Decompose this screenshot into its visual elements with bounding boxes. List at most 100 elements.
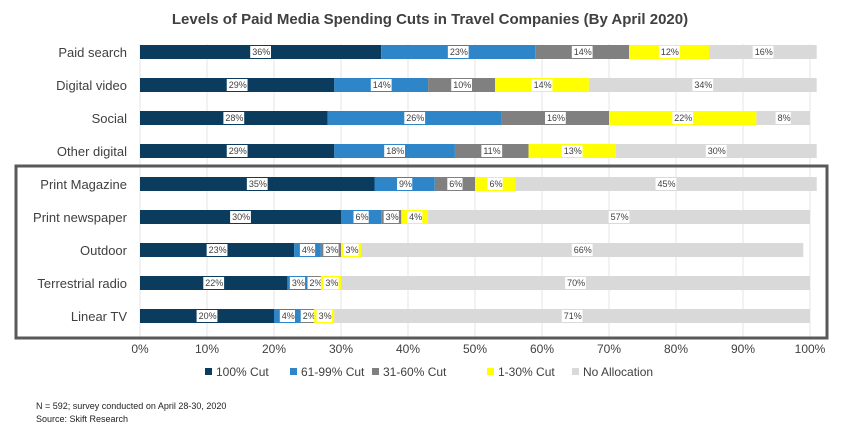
legend-label-no-allocation: No Allocation (583, 365, 653, 379)
bars: 36% 23% 14% 12% 16% 29% 14% 10% 14% 34% 28% 26% 16% 2… (140, 45, 817, 323)
data-label-61-99-cut-print-magazine: 9% (399, 179, 412, 189)
legend-swatch-31-60-cut (372, 368, 379, 375)
data-label-31-60-cut-social: 16% (547, 113, 565, 123)
data-label-bg (384, 145, 405, 157)
legend-label-31-60-cut: 31-60% Cut (383, 365, 447, 379)
data-label-bg (223, 112, 245, 124)
data-label-bg (545, 112, 566, 124)
chart-title: Levels of Paid Media Spending Cuts in Tr… (172, 11, 688, 28)
data-label-bg (404, 112, 426, 124)
x-axis-ticks: 0% 10% 20% 30% 40% 50% 60% 70% 80% 90% 100% (131, 342, 825, 356)
category-label-paid-search: Paid search (58, 45, 127, 60)
data-label-no-allocation-linear-tv: 71% (564, 311, 582, 321)
data-label-61-99-cut-digital-video: 14% (373, 80, 391, 90)
data-label-61-99-cut-paid-search: 23% (450, 47, 468, 57)
data-label-bg (571, 244, 593, 256)
legend-swatch-1-30-cut (487, 368, 494, 375)
x-tick-label: 30% (329, 342, 353, 356)
legend-swatch-100-cut (205, 368, 212, 375)
data-label-1-30-cut-digital-video: 14% (534, 80, 552, 90)
data-label-bg (206, 244, 228, 256)
data-label-bg (323, 244, 339, 256)
data-label-bg (672, 112, 694, 124)
data-label-61-99-cut-outdoor: 4% (302, 245, 315, 255)
category-label-linear-tv: Linear TV (71, 309, 127, 324)
data-label-1-30-cut-print-newspaper: 4% (409, 212, 422, 222)
data-label-100-cut-linear-tv: 20% (199, 311, 217, 321)
data-label-bg (397, 178, 413, 190)
data-label-bg (692, 79, 714, 91)
data-label-no-allocation-paid-search: 16% (755, 47, 773, 57)
data-label-1-30-cut-other-digital: 13% (564, 146, 582, 156)
data-label-bg (608, 211, 630, 223)
data-label-bg (246, 178, 268, 190)
category-labels: Paid search Digital video Social Other digi… (33, 45, 128, 324)
data-label-bg (775, 112, 791, 124)
data-label-1-30-cut-linear-tv: 3% (319, 311, 332, 321)
category-label-outdoor: Outdoor (80, 243, 128, 258)
data-label-bg (250, 46, 271, 58)
data-label-no-allocation-terrestrial-radio: 70% (567, 278, 585, 288)
data-label-bg (447, 178, 463, 190)
data-label-1-30-cut-terrestrial-radio: 3% (325, 278, 338, 288)
data-label-61-99-cut-terrestrial-radio: 3% (292, 278, 305, 288)
legend-swatch-61-99-cut (290, 368, 297, 375)
data-label-31-60-cut-digital-video: 10% (453, 80, 471, 90)
data-label-bg (487, 178, 503, 190)
legend-label-1-30-cut: 1-30% Cut (498, 365, 555, 379)
x-tick-label: 40% (396, 342, 420, 356)
data-label-bg (531, 79, 553, 91)
data-label-100-cut-other-digital: 29% (229, 146, 247, 156)
data-label-bg (300, 310, 316, 322)
data-label-bg (196, 310, 218, 322)
data-label-1-30-cut-social: 22% (674, 113, 692, 123)
data-label-bg (343, 244, 359, 256)
data-label-bg (752, 46, 774, 58)
data-label-bg (203, 277, 225, 289)
data-label-bg (353, 211, 369, 223)
x-tick-label: 0% (131, 342, 149, 356)
data-label-bg (307, 277, 323, 289)
footnote-source: Source: Skift Research (36, 414, 129, 424)
category-label-print-newspaper: Print newspaper (33, 210, 128, 225)
data-label-bg (289, 277, 306, 289)
data-label-bg (571, 46, 593, 58)
data-label-bg (481, 145, 503, 157)
data-label-bg (561, 145, 583, 157)
category-label-other-digital: Other digital (57, 144, 127, 159)
data-label-100-cut-paid-search: 36% (252, 47, 270, 57)
data-label-bg (658, 46, 680, 58)
x-tick-label: 10% (195, 342, 219, 356)
data-label-no-allocation-print-magazine: 45% (658, 179, 676, 189)
category-label-terrestrial-radio: Terrestrial radio (37, 276, 127, 291)
data-label-100-cut-terrestrial-radio: 22% (205, 278, 223, 288)
category-label-print-magazine: Print Magazine (40, 177, 127, 192)
data-label-no-allocation-other-digital: 30% (708, 146, 726, 156)
data-label-61-99-cut-linear-tv: 4% (282, 311, 295, 321)
data-label-31-60-cut-outdoor: 3% (325, 245, 338, 255)
highlight-box (14, 164, 829, 340)
data-label-bg (561, 310, 583, 322)
footnote-sample: N = 592; survey conducted on April 28-30… (36, 401, 227, 411)
data-label-no-allocation-digital-video: 34% (694, 80, 712, 90)
data-label-31-60-cut-other-digital: 11% (483, 146, 500, 156)
legend: 100% Cut 61-99% Cut 31-60% Cut 1-30% Cut No … (205, 365, 653, 379)
data-label-100-cut-digital-video: 29% (229, 80, 247, 90)
x-tick-label: 70% (597, 342, 621, 356)
data-label-1-30-cut-outdoor: 3% (345, 245, 358, 255)
data-label-bg (226, 79, 248, 91)
data-label-bg (705, 145, 727, 157)
data-label-bg (407, 211, 423, 223)
x-tick-label: 100% (795, 342, 826, 356)
data-label-61-99-cut-social: 26% (406, 113, 424, 123)
category-label-digital-video: Digital video (56, 78, 127, 93)
data-label-bg (565, 277, 586, 289)
data-label-bg (299, 244, 316, 256)
data-label-100-cut-social: 28% (225, 113, 243, 123)
data-label-1-30-cut-print-magazine: 6% (490, 179, 503, 189)
data-label-bg (316, 310, 332, 322)
data-label-100-cut-print-magazine: 35% (249, 179, 267, 189)
data-label-no-allocation-outdoor: 66% (574, 245, 592, 255)
data-label-no-allocation-social: 8% (778, 113, 791, 123)
